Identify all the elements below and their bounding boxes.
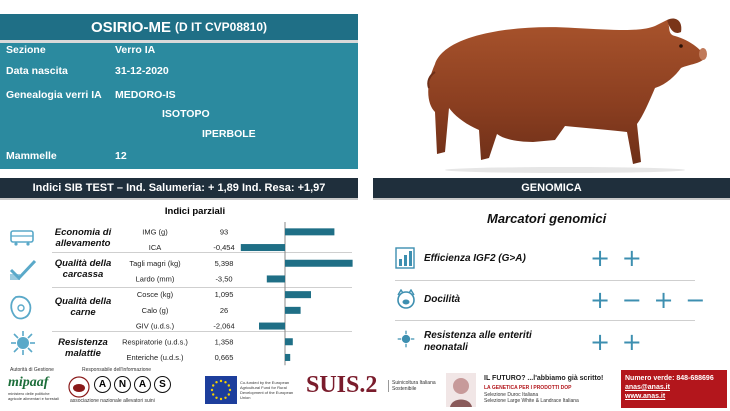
chart-value-label: 26 xyxy=(220,306,228,315)
chart-value-label: 1,095 xyxy=(215,290,234,299)
divider xyxy=(52,331,352,332)
anas-logo: A N A S associazione nazionale allevator… xyxy=(68,376,198,406)
chart-bar xyxy=(266,275,285,283)
category-carne: Qualità della carne xyxy=(54,296,112,318)
indici-parziali-heading: Indici parziali xyxy=(164,206,226,217)
boar-code: (D IT CVP08810) xyxy=(174,20,268,34)
genealogia-sire: MEDORO-IS xyxy=(115,89,176,101)
marker-igf2-label: Efficienza IGF2 (G>A) xyxy=(424,253,526,264)
chart-value-label: -0,454 xyxy=(213,243,234,252)
chart-value-label: -2,064 xyxy=(213,322,234,331)
indici-bar-chart: IMG (g) 93 ICA -0,454 Tagli magri (kg) 5,398 L… xyxy=(122,222,353,366)
marker-docilita-label: Docilità xyxy=(424,294,461,305)
chart-value-label: -3,50 xyxy=(215,274,232,283)
futuro-line2: Selezione Large White & Landrace Italian… xyxy=(484,398,579,404)
chart-category-label: Enteriche (u.d.s.) xyxy=(126,353,184,362)
divider xyxy=(0,40,358,43)
category-carcassa: Qualità della carcassa xyxy=(54,258,112,280)
marker-igf2-genotype: + + xyxy=(590,244,644,272)
chart-category-label: Tagli magri (kg) xyxy=(129,259,181,268)
pig-face-icon xyxy=(397,289,415,309)
anas-emblem-icon xyxy=(68,376,90,398)
duroc-boar-photo xyxy=(427,18,707,173)
responsabile-label: Responsabile dell'informazione xyxy=(82,367,152,373)
chart-category-label: Respiratorie (u.d.s.) xyxy=(122,337,188,346)
chart-bar xyxy=(285,228,335,236)
virus-icon xyxy=(397,330,415,348)
boar-title-bar: OSIRIO-ME (D IT CVP08810) xyxy=(0,14,358,40)
virus-icon xyxy=(11,331,35,355)
suis-logo: SUIS.2 xyxy=(306,372,378,398)
chart-bar xyxy=(259,322,285,330)
email-link[interactable]: anas@anas.it xyxy=(625,384,670,391)
chart-value-label: 1,358 xyxy=(215,337,234,346)
anas-letter: A xyxy=(134,376,151,393)
marker-docilita-genotype: + − + − xyxy=(590,286,708,314)
anas-letter: S xyxy=(154,376,171,393)
website-link[interactable]: www.anas.it xyxy=(625,393,666,400)
chart-category-label: ICA xyxy=(149,243,162,252)
chart-bar xyxy=(285,259,353,267)
genealogia-grandsire: ISOTOPO xyxy=(162,108,210,120)
divider xyxy=(373,198,730,200)
chart-bar xyxy=(240,244,285,252)
meat-icon xyxy=(10,295,32,320)
sezione-value: Verro IA xyxy=(115,44,156,56)
divider xyxy=(52,287,352,288)
chart-bar xyxy=(285,291,311,299)
genealogia-great-grandsire: IPERBOLE xyxy=(202,128,256,140)
mipaaf-subtitle: ministero delle politiche agricole alime… xyxy=(8,391,59,401)
mammelle-value: 12 xyxy=(115,150,127,162)
genomica-bar: GENOMICA xyxy=(373,178,730,198)
divider xyxy=(395,280,695,281)
sezione-label: Sezione xyxy=(6,44,46,56)
chart-bar xyxy=(285,306,301,314)
chart-category-label: Calo (g) xyxy=(142,306,169,315)
chart-category-label: Cosce (kg) xyxy=(137,290,174,299)
boar-name: OSIRIO-ME xyxy=(90,18,171,36)
chart-bar xyxy=(285,338,293,346)
nascita-value: 31-12-2020 xyxy=(115,65,169,77)
category-economia: Economia di allevamento xyxy=(54,227,112,249)
divider xyxy=(395,320,695,321)
chart-value-label: 93 xyxy=(220,227,228,236)
sib-test-bar: Indici SIB TEST – Ind. Salumeria: + 1,89… xyxy=(0,178,358,198)
mammelle-label: Mammelle xyxy=(6,150,57,162)
contact-box: Numero verde: 848-688696 anas@anas.it ww… xyxy=(621,370,727,408)
divider xyxy=(0,198,358,200)
chart-bar xyxy=(285,353,291,361)
chart-category-label: IMG (g) xyxy=(142,227,168,236)
chart-category-label: GIV (u.d.s.) xyxy=(136,322,175,331)
eu-flag xyxy=(205,376,237,404)
chart-value-label: 5,398 xyxy=(215,259,234,268)
futuro-line1: Selezione Duroc Italiana xyxy=(484,392,539,398)
anas-subtitle: associazione nazionale allevatori suini xyxy=(70,398,155,404)
checkmark-icon xyxy=(9,259,37,281)
chart-category-label: Lardo (mm) xyxy=(136,274,175,283)
cart-icon xyxy=(10,230,34,246)
mipaaf-wordmark: mipaaf xyxy=(8,375,49,390)
divider xyxy=(52,252,352,253)
futuro-title: IL FUTURO? ...l'abbiamo già scritto! xyxy=(484,375,604,382)
nascita-label: Data nascita xyxy=(6,65,68,77)
boar-info-card: Sezione Verro IA Data nascita 31-12-2020… xyxy=(0,43,358,169)
genealogia-label: Genealogia verri IA xyxy=(6,89,102,101)
futuro-subtitle: LA GENETICA PER I PRODOTTI DOP xyxy=(484,385,572,391)
futuro-portrait xyxy=(446,373,476,407)
suis-subtitle: Suinicoltura Italiana Sostenibile xyxy=(388,380,440,392)
marcatori-title: Marcatori genomici xyxy=(487,211,607,226)
numero-verde: Numero verde: 848-688696 xyxy=(625,375,714,382)
bar-chart-icon xyxy=(395,247,415,269)
eu-caption: Co-funded by the European Agricultural F… xyxy=(240,380,294,400)
mipaaf-logo: mipaaf ministero delle politiche agricol… xyxy=(8,375,64,405)
category-malattie: Resistenza malattie xyxy=(58,337,108,359)
anas-letter: A xyxy=(94,376,111,393)
autorita-label: Autorità di Gestione xyxy=(10,367,54,373)
chart-value-label: 0,665 xyxy=(215,353,234,362)
anas-letter: N xyxy=(114,376,131,393)
eu-stars-icon xyxy=(210,379,232,401)
marker-enteriti-genotype: + + xyxy=(590,328,644,356)
marker-enteriti-label: Resistenza alle enteriti neonatali xyxy=(424,330,532,353)
